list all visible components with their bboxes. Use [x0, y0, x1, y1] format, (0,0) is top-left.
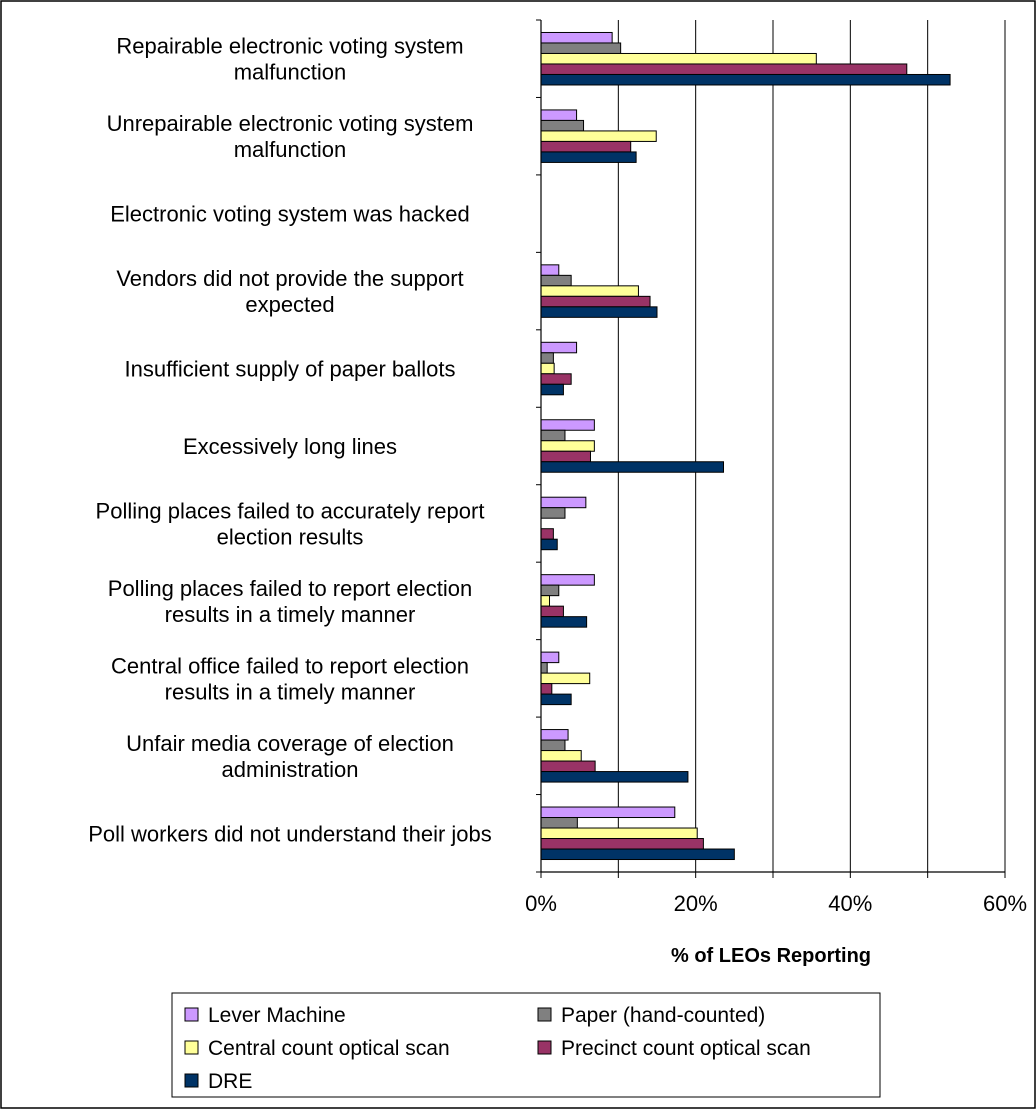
bar — [540, 729, 569, 741]
bar — [540, 496, 587, 509]
bar — [540, 383, 564, 396]
bar — [540, 285, 639, 297]
category-label: Electronic voting system was hacked — [110, 202, 470, 227]
bar — [540, 574, 595, 586]
category-label: Polling places failed to accurately repo… — [96, 498, 485, 523]
category-label: malfunction — [234, 137, 347, 162]
x-tick-label: 0% — [525, 891, 557, 916]
category-label: administration — [222, 757, 359, 782]
bar — [540, 827, 698, 840]
bar — [540, 672, 591, 685]
bar — [540, 440, 595, 452]
legend-swatch — [537, 1007, 552, 1022]
bar — [540, 806, 676, 819]
legend-label: Precinct count optical scan — [561, 1037, 811, 1060]
bar — [540, 538, 558, 551]
bar — [540, 651, 560, 664]
category-label: Insufficient supply of paper ballots — [124, 357, 455, 382]
bar — [540, 450, 591, 463]
bar — [540, 528, 554, 540]
bar — [540, 616, 588, 628]
bar — [540, 306, 658, 318]
bar — [540, 838, 704, 850]
legend-label: Lever Machine — [208, 1004, 346, 1027]
legend-swatch — [184, 1007, 199, 1022]
bar — [540, 693, 572, 706]
category-label: Polling places failed to report election — [108, 576, 472, 601]
legend-box — [171, 992, 881, 1098]
bar — [540, 760, 596, 773]
category-label: Central office failed to report election — [111, 653, 469, 678]
legend-label: Central count optical scan — [208, 1037, 450, 1060]
bars-layer — [540, 31, 951, 861]
bar — [540, 274, 572, 287]
bar — [540, 130, 657, 142]
bar — [540, 662, 548, 674]
bar — [540, 461, 725, 473]
category-label: expected — [245, 292, 334, 317]
bar — [540, 73, 951, 86]
bar — [540, 63, 908, 75]
x-tick-label: 60% — [983, 891, 1027, 916]
bar — [540, 362, 555, 375]
legend-label: DRE — [208, 1070, 252, 1093]
category-label: results in a timely manner — [165, 679, 416, 704]
category-label: Unrepairable electronic voting system — [107, 111, 474, 136]
category-label: Unfair media coverage of election — [126, 731, 454, 756]
category-label: Vendors did not provide the support — [116, 266, 463, 291]
bar — [540, 848, 735, 861]
bar — [540, 595, 551, 607]
category-label: results in a timely manner — [165, 602, 416, 627]
bar — [540, 683, 553, 695]
bar — [540, 119, 585, 132]
x-tick-label: 40% — [828, 891, 872, 916]
bar — [540, 140, 632, 153]
legend-swatch — [184, 1040, 199, 1055]
bar — [540, 771, 689, 783]
axis-layer — [536, 19, 1006, 878]
bar — [540, 31, 613, 44]
bar — [540, 739, 566, 752]
bar — [540, 42, 622, 54]
bar — [540, 341, 578, 354]
bar — [540, 52, 817, 65]
category-label: Poll workers did not understand their jo… — [88, 821, 492, 846]
bar — [540, 373, 572, 385]
legend-swatch — [184, 1073, 199, 1088]
x-tick-label: 20% — [674, 891, 718, 916]
bar — [540, 750, 582, 762]
bar — [540, 429, 566, 442]
bar — [540, 584, 560, 597]
bar — [540, 817, 578, 829]
bar — [540, 605, 564, 618]
grid-layer — [617, 20, 1006, 872]
bar — [540, 264, 560, 276]
bar — [540, 109, 578, 121]
legend: Lever Machine Paper (hand-counted) Central… — [184, 1004, 811, 1093]
category-label: Excessively long lines — [183, 434, 397, 459]
x-axis-title: % of LEOs Reporting — [671, 945, 871, 967]
category-label: election results — [217, 524, 364, 549]
labels-layer: Repairable electronic voting systemmalfu… — [88, 34, 1027, 916]
legend-label: Paper (hand-counted) — [561, 1004, 765, 1027]
category-label: Repairable electronic voting system — [116, 34, 463, 59]
bar — [540, 507, 566, 519]
bar — [540, 419, 595, 431]
bar — [540, 352, 554, 364]
legend-swatch — [537, 1040, 552, 1055]
bar — [540, 151, 637, 163]
category-label: malfunction — [234, 60, 347, 85]
bar — [540, 295, 651, 308]
